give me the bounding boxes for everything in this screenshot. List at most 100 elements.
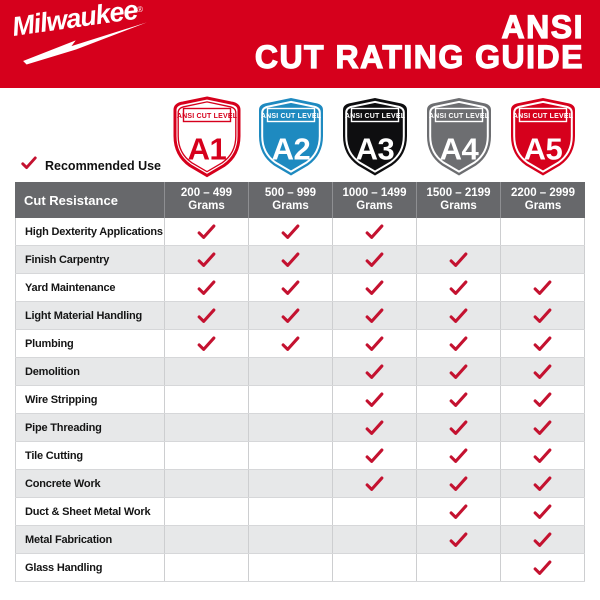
row-label: Finish Carpentry xyxy=(15,246,165,273)
check-cell xyxy=(417,442,501,469)
empty-cell xyxy=(501,218,585,245)
check-cell xyxy=(249,246,333,273)
shield-icon: ANSI CUT LEVEL A1 xyxy=(173,96,241,178)
recommended-use-legend: Recommended Use xyxy=(21,156,161,175)
cut-level-shield-a1: ANSI CUT LEVEL A1 xyxy=(165,96,249,180)
empty-cell xyxy=(333,554,417,581)
check-icon xyxy=(197,308,216,323)
empty-cell xyxy=(165,386,249,413)
check-cell xyxy=(333,330,417,357)
check-cell xyxy=(417,246,501,273)
check-icon xyxy=(533,532,552,547)
check-icon xyxy=(281,308,300,323)
check-cell xyxy=(501,302,585,329)
row-label: High Dexterity Applications xyxy=(15,218,165,245)
milwaukee-logo: Milwaukee® xyxy=(10,0,166,67)
empty-cell xyxy=(249,498,333,525)
check-cell xyxy=(501,554,585,581)
check-icon xyxy=(449,392,468,407)
table-row: Tile Cutting xyxy=(15,442,585,470)
check-cell xyxy=(417,358,501,385)
column-header: 500 – 999 Grams xyxy=(249,182,333,218)
row-label: Duct & Sheet Metal Work xyxy=(15,498,165,525)
check-cell xyxy=(501,330,585,357)
check-icon xyxy=(197,336,216,351)
check-icon xyxy=(449,336,468,351)
shield-level-label: A4 xyxy=(440,132,480,167)
check-cell xyxy=(501,414,585,441)
check-cell xyxy=(333,246,417,273)
column-range: 1500 – 2199 xyxy=(426,187,491,199)
table-row: Plumbing xyxy=(15,330,585,358)
table-row: High Dexterity Applications xyxy=(15,218,585,246)
column-unit: Grams xyxy=(272,200,309,212)
check-cell xyxy=(333,442,417,469)
check-icon xyxy=(533,308,552,323)
row-label: Metal Fabrication xyxy=(15,526,165,553)
empty-cell xyxy=(165,498,249,525)
empty-cell xyxy=(165,554,249,581)
check-icon xyxy=(533,280,552,295)
column-unit: Grams xyxy=(356,200,393,212)
empty-cell xyxy=(249,386,333,413)
check-cell xyxy=(249,274,333,301)
shield-level-label: A3 xyxy=(356,132,395,167)
cut-resistance-header: Cut Resistance xyxy=(15,182,165,218)
column-unit: Grams xyxy=(188,200,225,212)
check-icon xyxy=(449,532,468,547)
check-cell xyxy=(165,330,249,357)
check-cell xyxy=(417,526,501,553)
header-banner: Milwaukee® ANSI CUT RATING GUIDE xyxy=(0,0,600,88)
table-header-row: Cut Resistance 200 – 499 Grams 500 – 999 G… xyxy=(15,182,585,218)
shield-icon: ANSI CUT LEVEL A2 xyxy=(259,98,323,176)
shield-level-label: A2 xyxy=(272,132,311,167)
check-cell xyxy=(165,274,249,301)
check-icon xyxy=(365,448,384,463)
check-cell xyxy=(333,358,417,385)
row-label: Pipe Threading xyxy=(15,414,165,441)
empty-cell xyxy=(333,498,417,525)
check-icon xyxy=(281,252,300,267)
table-row: Duct & Sheet Metal Work xyxy=(15,498,585,526)
check-cell xyxy=(165,302,249,329)
table-row: Yard Maintenance xyxy=(15,274,585,302)
check-icon xyxy=(365,476,384,491)
table-row: Finish Carpentry xyxy=(15,246,585,274)
check-icon xyxy=(281,224,300,239)
empty-cell xyxy=(417,218,501,245)
empty-cell xyxy=(417,554,501,581)
check-cell xyxy=(249,218,333,245)
check-cell xyxy=(333,414,417,441)
shield-sub-label: ANSI CUT LEVEL xyxy=(429,113,490,120)
check-icon xyxy=(449,504,468,519)
check-icon xyxy=(449,448,468,463)
check-cell xyxy=(501,498,585,525)
check-cell xyxy=(501,526,585,553)
check-icon xyxy=(449,420,468,435)
check-icon xyxy=(533,560,552,575)
check-icon xyxy=(449,252,468,267)
check-icon xyxy=(281,336,300,351)
empty-cell xyxy=(501,246,585,273)
row-label: Wire Stripping xyxy=(15,386,165,413)
check-cell xyxy=(417,302,501,329)
cut-level-shield-a4: ANSI CUT LEVEL A4 xyxy=(417,96,501,180)
row-label: Light Material Handling xyxy=(15,302,165,329)
check-cell xyxy=(333,302,417,329)
empty-cell xyxy=(165,470,249,497)
check-icon xyxy=(449,308,468,323)
check-icon xyxy=(365,420,384,435)
banner-title-line1: ANSI xyxy=(501,9,584,45)
check-icon xyxy=(197,252,216,267)
cut-level-shields: ANSI CUT LEVEL A1 ANSI CUT LEVEL A2 ANSI… xyxy=(165,96,585,180)
check-icon xyxy=(365,364,384,379)
check-icon xyxy=(365,280,384,295)
shield-sub-label: ANSI CUT LEVEL xyxy=(261,113,322,120)
lightning-bolt-icon xyxy=(23,22,147,65)
cut-rating-table: Cut Resistance 200 – 499 Grams 500 – 999 G… xyxy=(15,182,585,582)
check-cell xyxy=(417,414,501,441)
check-cell xyxy=(333,274,417,301)
check-cell xyxy=(249,330,333,357)
check-icon xyxy=(533,504,552,519)
column-unit: Grams xyxy=(524,200,562,212)
